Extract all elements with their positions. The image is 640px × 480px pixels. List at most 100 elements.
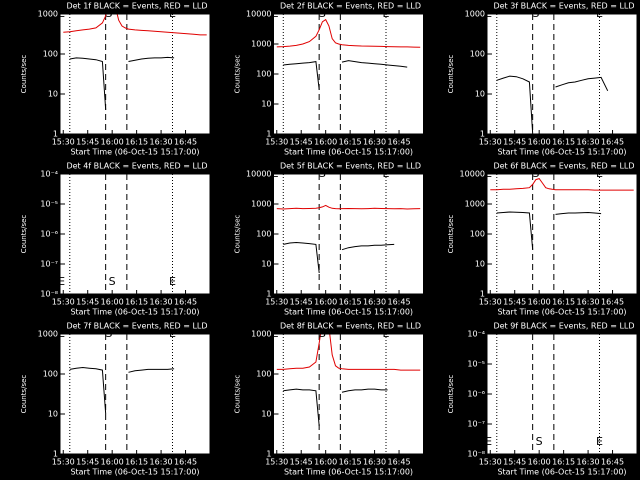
y-tick-label: 1	[53, 130, 58, 139]
plot-area	[60, 174, 210, 294]
x-tick-label: 16:30	[150, 138, 173, 147]
x-axis-label: Start Time (06-Oct-15 15:17:00)	[497, 148, 626, 157]
series-group	[63, 14, 207, 110]
series-group	[276, 204, 421, 274]
y-tick-label: 10⁻⁵	[40, 200, 58, 209]
y-tick-label: 10⁻⁸	[467, 450, 485, 459]
x-tick-label: 16:45	[601, 298, 624, 307]
series-group	[276, 18, 421, 90]
x-axis-label: Start Time (06-Oct-15 15:17:00)	[284, 308, 413, 317]
x-tick-label: 16:00	[528, 298, 551, 307]
panel: Det 8f BLACK = Events, RED = LLD Start Ti…	[234, 322, 424, 477]
x-tick-label: 15:30	[265, 458, 288, 467]
plot-frame	[273, 13, 424, 135]
y-tick-label: 100	[470, 230, 485, 239]
series-line	[283, 388, 388, 427]
x-tick-label: 16:45	[601, 458, 624, 467]
x-tick-label: 15:45	[76, 458, 99, 467]
series-line	[276, 204, 421, 210]
x-tick-label: 16:45	[388, 298, 411, 307]
x-tick-label: 16:30	[150, 458, 173, 467]
panel-title: Det 1f BLACK = Events, RED = LLD	[66, 2, 207, 11]
series-line	[283, 241, 395, 274]
x-tick-label: 15:45	[503, 298, 526, 307]
x-tick-label: 16:00	[528, 138, 551, 147]
y-tick-label: 1000	[251, 200, 271, 209]
annotation: E	[485, 435, 492, 448]
x-tick-label: 15:45	[76, 298, 99, 307]
y-tick-label: 10	[261, 260, 271, 269]
y-tick-label: 10⁻⁴	[467, 330, 485, 339]
x-tick-label: 16:30	[577, 298, 600, 307]
y-tick-label: 10⁻⁵	[467, 360, 485, 369]
x-tick-label: 15:30	[52, 458, 75, 467]
y-axis-label: Counts/sec	[447, 55, 455, 94]
y-tick-label: 10	[261, 100, 271, 109]
panel: Det 2f BLACK = Events, RED = LLD Start Ti…	[234, 2, 424, 157]
y-tick-label: 100	[470, 50, 485, 59]
panel: Det 6f BLACK = Events, RED = LLD Start Ti…	[447, 162, 638, 317]
series-line	[496, 75, 609, 134]
panel: Det 7f BLACK = Events, RED = LLD Start Ti…	[20, 322, 211, 477]
plot-frame	[486, 333, 638, 455]
x-tick-label: 16:15	[552, 458, 575, 467]
y-tick-label: 1	[266, 130, 271, 139]
y-axis-label: Counts/sec	[447, 375, 455, 414]
marker-lines	[282, 334, 387, 454]
x-tick-label: 16:45	[601, 138, 624, 147]
panel: Det 5f BLACK = Events, RED = LLD Start Ti…	[234, 162, 424, 317]
x-axis-label: Start Time (06-Oct-15 15:17:00)	[70, 148, 199, 157]
annotation: E	[58, 275, 65, 288]
series-group	[276, 334, 421, 427]
x-tick-label: 16:15	[125, 458, 148, 467]
y-axis-label: Counts/sec	[20, 215, 28, 254]
y-tick-label: 10000	[460, 170, 485, 179]
plot-frame	[59, 173, 211, 295]
x-axis-label: Start Time (06-Oct-15 15:17:00)	[70, 468, 199, 477]
series-line	[63, 14, 207, 36]
x-tick-label: 15:45	[76, 138, 99, 147]
y-tick-label: 10⁻⁷	[467, 420, 485, 429]
x-tick-label: 16:45	[174, 138, 197, 147]
y-axis-label: Counts/sec	[20, 375, 28, 414]
plot-frame	[486, 173, 638, 295]
panel-title: Det 6f BLACK = Events, RED = LLD	[493, 162, 634, 171]
annotation: E	[169, 275, 176, 288]
x-tick-label: 15:45	[290, 458, 313, 467]
y-tick-label: 1000	[38, 330, 58, 339]
y-tick-label: 1000	[251, 330, 271, 339]
y-tick-label: 10000	[246, 170, 271, 179]
panel: Det 1f BLACK = Events, RED = LLD Start Ti…	[20, 2, 211, 157]
y-tick-label: 1000	[465, 200, 485, 209]
y-tick-label: 10⁻⁶	[40, 230, 58, 239]
x-tick-label: 16:15	[339, 298, 362, 307]
x-tick-label: 16:15	[125, 138, 148, 147]
x-axis-label: Start Time (06-Oct-15 15:17:00)	[497, 468, 626, 477]
y-tick-label: 10⁻⁶	[467, 390, 485, 399]
y-tick-label: 1	[266, 290, 271, 299]
y-axis-label: Counts/sec	[234, 215, 242, 254]
panel-title: Det 9f BLACK = Events, RED = LLD	[493, 322, 634, 331]
y-tick-label: 10	[475, 260, 485, 269]
y-tick-label: 10⁻⁴	[40, 170, 58, 179]
plot-frame	[273, 333, 424, 455]
series-line	[276, 334, 421, 371]
x-tick-label: 16:45	[388, 458, 411, 467]
x-tick-label: 15:45	[290, 298, 313, 307]
series-line	[490, 178, 634, 191]
panel: Det 9f BLACK = Events, RED = LLD Start Ti…	[447, 322, 638, 477]
x-axis-label: Start Time (06-Oct-15 15:17:00)	[497, 308, 626, 317]
plot-area	[487, 334, 637, 454]
marker-lines	[496, 14, 600, 134]
marker-lines	[282, 174, 387, 294]
marker-lines	[282, 14, 387, 134]
x-tick-label: 16:45	[174, 298, 197, 307]
panel: Det 3f BLACK = Events, RED = LLD Start Ti…	[447, 2, 638, 157]
y-tick-label: 1	[53, 450, 58, 459]
y-tick-label: 10⁻⁸	[40, 290, 58, 299]
plot-frame	[59, 13, 211, 135]
plot-area	[273, 334, 424, 454]
x-tick-label: 16:15	[339, 458, 362, 467]
series-line	[69, 56, 175, 110]
series-group	[490, 178, 634, 250]
